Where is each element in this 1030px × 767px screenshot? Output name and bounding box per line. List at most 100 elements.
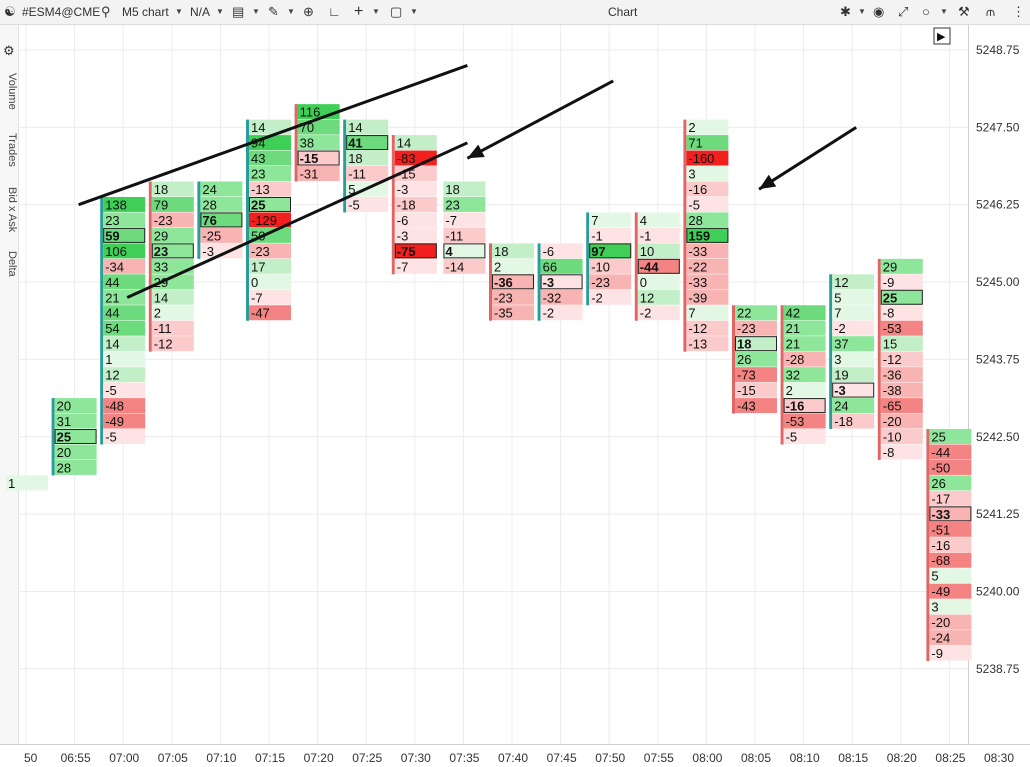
footprint-cell-value: -15 <box>300 151 319 166</box>
footprint-cell-value: 18 <box>154 182 168 197</box>
footprint-cell-value: -33 <box>931 507 950 522</box>
footprint-cell <box>249 258 291 274</box>
footprint-cell-value: -13 <box>688 337 707 352</box>
footprint-cell <box>880 351 923 367</box>
footprint-cell-value: 14 <box>105 337 119 352</box>
menu-icon[interactable]: ⋮ <box>1012 4 1025 19</box>
footprint-cell-value: -36 <box>883 368 902 383</box>
footprint-cell-value: -83 <box>397 151 416 166</box>
footprint-cell-value: -23 <box>251 244 270 259</box>
footprint-cell-value: 14 <box>348 120 362 135</box>
poc-cell-border <box>54 429 97 444</box>
time-axis[interactable] <box>0 744 1030 767</box>
chevron-down-icon[interactable]: ▼ <box>216 7 224 16</box>
footprint-cell <box>880 413 923 429</box>
footprint-cell-value: -53 <box>786 414 805 429</box>
pin-window-icon[interactable]: ⫙ <box>986 4 996 19</box>
indicators-icon[interactable]: ∟ <box>328 4 341 19</box>
footprint-cell-value: 21 <box>105 290 119 305</box>
zoom-icon[interactable]: ⊕ <box>303 4 314 19</box>
footprint-cell-value: -32 <box>543 290 562 305</box>
footprint-chart[interactable]: 120312520281382359106-344421445414112-5-… <box>0 25 1030 767</box>
chevron-down-icon[interactable]: ▼ <box>175 7 183 16</box>
symbol-label[interactable]: #ESM4@CME <box>22 5 101 19</box>
footprint-cell <box>880 398 923 414</box>
poc-cell-border <box>249 196 291 212</box>
footprint-cell <box>200 181 243 197</box>
footprint-cell <box>346 150 389 166</box>
gear-icon[interactable]: ⚙ <box>3 43 15 58</box>
footprint-cell-value: -22 <box>688 259 707 274</box>
footprint-cell <box>249 274 291 290</box>
footprint-cell <box>443 181 486 197</box>
footprint-cell <box>54 429 97 444</box>
footprint-cell-value: 18 <box>445 182 459 197</box>
footprint-cell-value: -49 <box>105 414 124 429</box>
crosshair-icon[interactable]: + <box>354 3 364 20</box>
side-tab-delta[interactable]: Delta <box>6 251 18 277</box>
footprint-cell-value: -23 <box>591 275 610 290</box>
footprint-cell-value: -16 <box>786 399 805 414</box>
tools-icon[interactable]: ⚒ <box>958 4 970 19</box>
footprint-cell-value: -65 <box>883 399 902 414</box>
chevron-down-icon[interactable]: ▼ <box>252 7 260 16</box>
chevron-down-icon[interactable]: ▼ <box>858 7 866 16</box>
footprint-cell-value: 25 <box>931 429 945 444</box>
pin-icon[interactable]: ✱ <box>840 4 851 19</box>
footprint-cell-value: -12 <box>154 337 173 352</box>
search-icon[interactable]: ⚲ <box>101 4 111 19</box>
chart-settings-icon[interactable]: ▤ <box>232 4 245 19</box>
footprint-cell-value: 4 <box>640 213 647 228</box>
footprint-cell-value: 12 <box>640 290 654 305</box>
channel-upper-line <box>78 64 468 207</box>
footprint-cell-value: 43 <box>251 151 265 166</box>
chevron-down-icon[interactable]: ▼ <box>410 7 418 16</box>
footprint-cell-value: -49 <box>931 584 950 599</box>
time-tick-label: 08:20 <box>887 751 917 765</box>
circle-icon[interactable]: ○ <box>922 4 930 19</box>
chevron-down-icon[interactable]: ▼ <box>372 7 380 16</box>
footprint-cell-value: -28 <box>786 352 805 367</box>
poc-cell-border <box>540 274 583 290</box>
chart-type-select[interactable]: M5 chart <box>122 5 169 19</box>
footprint-cell <box>200 212 243 228</box>
footprint-cell-value: -44 <box>931 445 950 460</box>
footprint-cell-value: 14 <box>397 136 411 151</box>
price-axis[interactable] <box>968 25 1030 745</box>
footprint-cell <box>783 382 826 398</box>
footprint-cell-value: -47 <box>251 306 270 321</box>
footprint-bar: 14-83-15-3-18-6-3-75-7 <box>391 135 437 275</box>
price-tick-label: 5238.75 <box>976 662 1020 676</box>
footprint-cell <box>103 367 146 383</box>
chevron-down-icon[interactable]: ▼ <box>940 7 948 16</box>
poc-cell-border <box>103 227 146 243</box>
fullscreen-icon[interactable]: ⤢ <box>898 4 909 19</box>
camera-icon[interactable]: ◉ <box>873 4 885 19</box>
direction-marker <box>197 181 201 259</box>
footprint-cell-value: 14 <box>251 120 265 135</box>
time-tick-label: 07:40 <box>498 751 528 765</box>
footprint-cell-value: 22 <box>737 306 751 321</box>
footprint-cell <box>249 212 291 228</box>
direction-marker <box>877 258 881 460</box>
chevron-down-icon[interactable]: ▼ <box>287 7 295 16</box>
side-tab-trades[interactable]: Trades <box>6 133 18 167</box>
price-tick-label: 5242.50 <box>976 430 1020 444</box>
axis-labels: 5248.75 5247.50 5246.25 5245.00 5243.75 5242.… <box>24 43 1020 765</box>
drawing-pen-icon[interactable]: ✎ <box>268 4 279 19</box>
footprint-cell <box>832 351 875 367</box>
side-tab-bid-ask[interactable]: Bid x Ask <box>6 187 18 233</box>
footprint-cell-value: 26 <box>737 352 751 367</box>
footprint-cell <box>929 475 972 491</box>
layout-icon[interactable]: ▢ <box>390 4 403 19</box>
side-tab-volume[interactable]: Volume <box>6 73 18 110</box>
footprint-cell-value: -12 <box>688 321 707 336</box>
footprint-cell-value: -73 <box>737 368 756 383</box>
app-logo-icon[interactable]: ☯ <box>4 4 16 19</box>
footprint-cell <box>346 196 389 212</box>
template-select[interactable]: N/A <box>190 5 211 19</box>
